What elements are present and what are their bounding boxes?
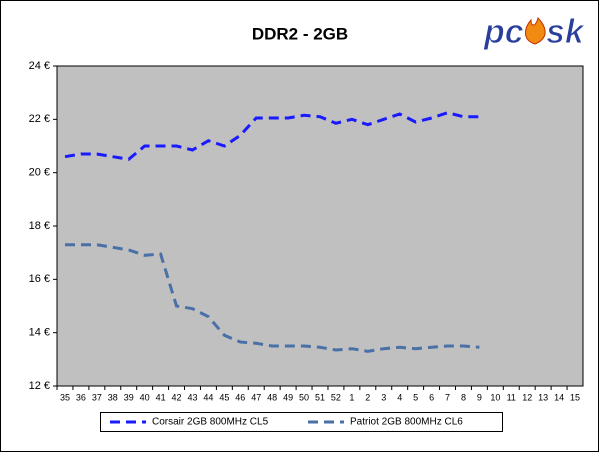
logo-text: sk (546, 13, 586, 51)
x-tick-label: 48 (267, 392, 277, 402)
x-tick-label: 10 (490, 392, 500, 402)
plot-area (56, 65, 584, 387)
x-tick-label: 15 (570, 392, 580, 402)
x-tick-label: 43 (187, 392, 197, 402)
x-tick-label: 38 (108, 392, 118, 402)
x-tick-label: 51 (315, 392, 325, 402)
x-tick-label: 40 (140, 392, 150, 402)
x-tick-label: 45 (219, 392, 229, 402)
x-tick-label: 47 (251, 392, 261, 402)
y-tick-label: 16 € (29, 273, 50, 285)
x-tick-label: 12 (522, 392, 532, 402)
x-tick-label: 6 (429, 392, 434, 402)
legend-label: Corsair 2GB 800MHz CL5 (152, 417, 269, 428)
x-tick-label: 41 (156, 392, 166, 402)
logo-text: pc (483, 13, 524, 51)
x-tick-label: 9 (477, 392, 482, 402)
x-tick-label: 2 (365, 392, 370, 402)
y-tick-label: 14 € (29, 327, 50, 339)
x-tick-label: 35 (60, 392, 70, 402)
x-tick-label: 3 (381, 392, 386, 402)
x-tick-label: 1 (349, 392, 354, 402)
y-tick-label: 12 € (29, 380, 50, 392)
x-tick-label: 42 (172, 392, 182, 402)
x-tick-label: 11 (507, 392, 516, 402)
y-tick-label: 22 € (29, 113, 50, 125)
x-tick-label: 52 (331, 392, 341, 402)
series-line (65, 243, 480, 353)
x-tick-label: 39 (124, 392, 134, 402)
series-line (64, 111, 480, 161)
x-tick-label: 13 (538, 392, 548, 402)
x-tick-label: 5 (413, 392, 418, 402)
y-tick-label: 24 € (29, 60, 50, 72)
logo-flame (525, 17, 546, 45)
y-tick-label: 20 € (29, 167, 50, 179)
x-tick-label: 46 (235, 392, 245, 402)
y-tick-label: 18 € (29, 220, 50, 232)
x-tick-label: 37 (92, 392, 102, 402)
x-tick-label: 4 (397, 392, 402, 402)
x-tick-label: 50 (299, 392, 309, 402)
x-tick-label: 7 (445, 392, 450, 402)
chart-title: DDR2 - 2GB (252, 24, 348, 43)
logo: pc sk (483, 12, 587, 51)
x-tick-label: 14 (554, 392, 564, 402)
legend-label: Patriot 2GB 800MHz CL6 (350, 417, 463, 428)
x-tick-label: 44 (203, 392, 213, 402)
legend (100, 412, 503, 432)
x-tick-label: 8 (461, 392, 466, 402)
x-tick-label: 36 (76, 392, 86, 402)
x-tick-label: 49 (283, 392, 293, 402)
